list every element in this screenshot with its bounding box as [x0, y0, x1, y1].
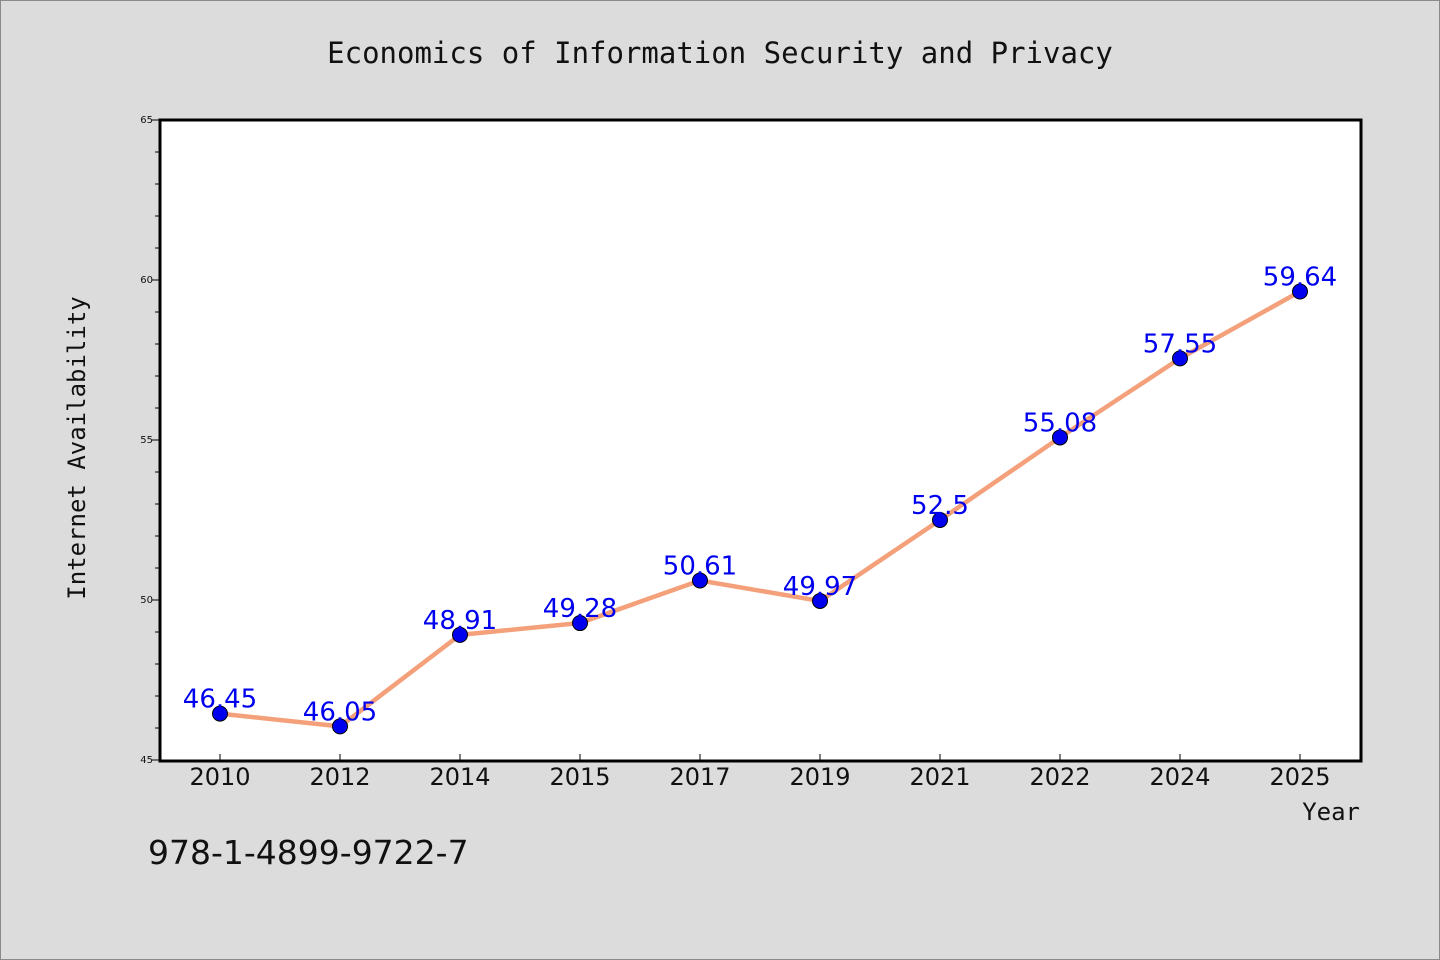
data-point — [572, 615, 588, 632]
data-label: 46.45 — [183, 685, 257, 715]
data-label: 57.55 — [1143, 329, 1217, 359]
data-point — [452, 626, 468, 643]
isbn-label: 978-1-4899-9722-7 — [148, 833, 469, 872]
x-axis-title: Year — [1302, 798, 1360, 826]
data-label: 52.5 — [911, 491, 969, 521]
series-line — [219, 289, 1302, 729]
x-tick-label: 2015 — [549, 763, 610, 791]
x-axis: 2010 2012 2014 2015 2017 2019 2021 2022 2024 2025 — [189, 754, 1331, 791]
y-axis: 45 50 55 60 65 — [140, 115, 160, 766]
data-label: 50.61 — [663, 551, 737, 581]
data-point — [1172, 350, 1188, 367]
plot-area — [158, 118, 1363, 763]
x-tick-label: 2014 — [429, 763, 490, 791]
y-tick-label: 55 — [140, 435, 153, 446]
data-label: 59.64 — [1263, 263, 1337, 293]
y-axis-title: Internet Availability — [63, 296, 91, 599]
x-tick-label: 2025 — [1269, 763, 1330, 791]
y-tick-label: 65 — [140, 115, 153, 126]
data-point — [212, 705, 228, 722]
x-tick-label: 2021 — [909, 763, 970, 791]
data-point — [1052, 429, 1068, 446]
data-label: 49.97 — [783, 572, 857, 602]
data-label: 46.05 — [303, 697, 377, 727]
data-label: 48.91 — [423, 606, 497, 636]
data-point — [1292, 283, 1308, 300]
x-tick-label: 2012 — [309, 763, 370, 791]
chart-title: Economics of Information Security and Pr… — [327, 36, 1113, 70]
x-tick-label: 2010 — [189, 763, 250, 791]
y-tick-label: 50 — [140, 595, 153, 606]
y-tick-label: 45 — [140, 755, 153, 766]
x-tick-label: 2024 — [1149, 763, 1210, 791]
data-label: 55.08 — [1023, 408, 1097, 438]
series-layer: 46.45 46.05 48.91 49.28 50.61 49.97 52.5 55.08 5… — [183, 263, 1337, 735]
data-point — [932, 512, 948, 528]
y-tick-label: 60 — [140, 275, 153, 286]
data-point — [332, 718, 348, 735]
x-tick-label: 2017 — [669, 763, 730, 791]
data-point — [692, 572, 708, 589]
data-point — [812, 592, 828, 609]
data-label: 49.28 — [543, 594, 617, 624]
x-tick-label: 2019 — [789, 763, 850, 791]
x-tick-label: 2022 — [1029, 763, 1090, 791]
